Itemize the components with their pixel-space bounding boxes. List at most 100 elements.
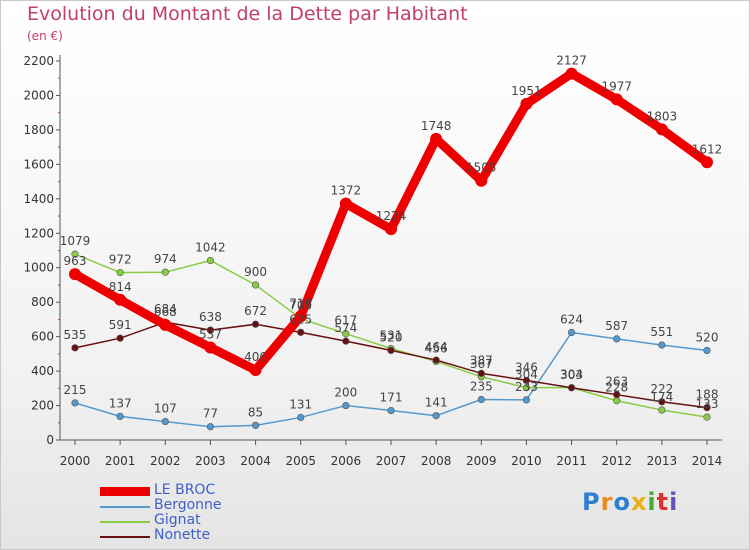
data-point xyxy=(342,330,350,338)
chart-axes: 0 200 400 600 800 1000 1200 1400 1600 1800 2000 220… xyxy=(23,54,722,468)
y-tick-label: 1600 xyxy=(23,157,54,171)
legend-label: LE BROC xyxy=(154,482,216,498)
data-label: 1612 xyxy=(692,142,723,156)
x-tick-label: 2003 xyxy=(195,454,226,468)
data-label: 624 xyxy=(560,313,583,327)
data-label: 591 xyxy=(109,318,132,332)
data-point xyxy=(342,337,350,345)
data-point xyxy=(613,335,621,343)
data-point xyxy=(477,395,485,404)
data-point xyxy=(161,268,169,276)
data-point xyxy=(294,310,307,323)
data-point xyxy=(477,369,485,377)
data-point xyxy=(613,397,621,405)
legend-item: Nonette xyxy=(100,527,300,546)
data-label: 137 xyxy=(109,396,132,410)
data-point xyxy=(385,223,397,236)
chart-unit-label: (en €) xyxy=(27,29,63,43)
legend-label: Nonette xyxy=(154,527,211,543)
data-label: 1977 xyxy=(601,79,632,93)
series-data-labels: 215 137 107 77 85 131 200 171 141 235 233 624 587 551… xyxy=(60,54,723,421)
data-label: 574 xyxy=(334,321,357,335)
data-label: 900 xyxy=(244,265,267,279)
y-tick-label: 0 xyxy=(46,433,54,447)
x-tick-label: 2011 xyxy=(556,454,587,468)
data-label: 718 xyxy=(289,296,312,310)
data-point xyxy=(703,346,711,355)
data-point xyxy=(297,328,305,336)
y-tick-label: 2000 xyxy=(23,88,54,102)
y-tick-label: 800 xyxy=(31,295,54,309)
data-label: 587 xyxy=(605,319,628,333)
data-label: 188 xyxy=(696,388,719,402)
data-label: 1505 xyxy=(466,161,497,175)
data-point xyxy=(297,413,305,422)
x-tick-label: 2007 xyxy=(376,454,407,468)
data-point xyxy=(610,93,623,106)
data-label: 406 xyxy=(244,350,267,364)
data-point xyxy=(251,320,260,328)
data-point xyxy=(69,268,81,281)
data-label: 263 xyxy=(605,375,628,389)
data-point xyxy=(522,376,531,384)
data-point xyxy=(432,356,440,364)
legend-item: LE BROC xyxy=(100,482,300,501)
data-point xyxy=(342,401,350,410)
data-label: 972 xyxy=(109,253,132,267)
data-label: 814 xyxy=(109,280,132,294)
logo-letter: t xyxy=(656,488,670,516)
proxiti-logo: Proxiti xyxy=(582,488,678,516)
legend-label: Bergonne xyxy=(154,497,222,513)
legend-swatch xyxy=(100,487,150,496)
legend-item: Gignat xyxy=(100,512,300,531)
data-point xyxy=(703,413,711,421)
data-label: 131 xyxy=(289,397,312,411)
data-point xyxy=(432,412,440,420)
data-point xyxy=(116,334,124,342)
legend-item: Bergonne xyxy=(100,497,300,516)
data-point xyxy=(658,406,666,414)
legend-swatch xyxy=(100,506,150,508)
data-label: 1372 xyxy=(331,184,362,198)
data-label: 617 xyxy=(334,314,357,328)
x-tick-label: 2000 xyxy=(60,454,91,468)
data-point xyxy=(565,67,578,80)
data-point xyxy=(658,341,666,349)
data-point xyxy=(206,256,215,265)
data-point xyxy=(204,341,217,354)
logo-letter: P xyxy=(582,488,601,516)
data-point xyxy=(116,412,124,420)
data-label: 638 xyxy=(199,310,222,324)
logo-letter: i xyxy=(669,488,679,516)
data-label: 215 xyxy=(64,383,87,397)
data-label: 535 xyxy=(64,328,87,342)
data-label: 684 xyxy=(154,302,177,316)
data-point xyxy=(613,391,621,399)
data-label: 625 xyxy=(289,312,312,326)
data-label: 233 xyxy=(515,380,538,394)
logo-letter: r xyxy=(600,488,614,516)
data-point xyxy=(251,281,260,289)
data-point xyxy=(475,174,488,187)
x-tick-label: 2005 xyxy=(285,454,316,468)
y-tick-label: 600 xyxy=(31,330,54,344)
y-tick-label: 1400 xyxy=(23,192,54,206)
data-label: 107 xyxy=(154,402,177,416)
series-lines xyxy=(69,67,713,431)
data-label: 974 xyxy=(154,252,177,266)
legend-swatch xyxy=(100,521,150,523)
data-label: 2127 xyxy=(556,54,587,68)
legend-swatch xyxy=(100,536,150,538)
data-label: 304 xyxy=(560,368,583,382)
data-label: 346 xyxy=(515,360,538,374)
data-point xyxy=(522,384,531,392)
y-tick-label: 1000 xyxy=(23,261,54,275)
y-tick-label: 1200 xyxy=(23,226,54,240)
logo-letter: i xyxy=(647,488,657,516)
data-point xyxy=(567,384,576,392)
data-label: 303 xyxy=(560,368,583,382)
data-point xyxy=(206,423,215,431)
x-tick-label: 2004 xyxy=(240,454,271,468)
